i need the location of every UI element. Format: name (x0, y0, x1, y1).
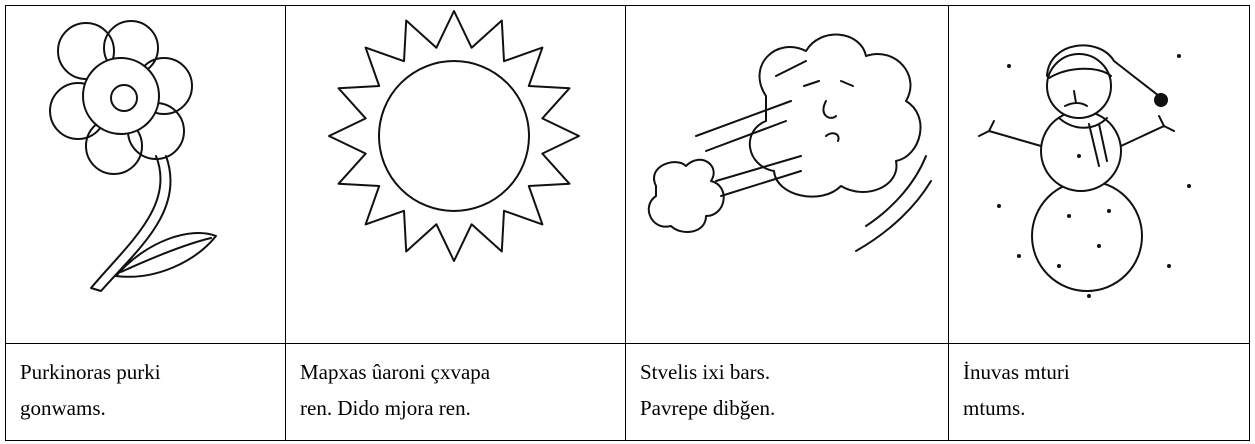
caption-line: Stvelis ixi bars. (640, 360, 771, 384)
caption-cell: Stvelis ixi bars. Pavrepe dibğen. (625, 343, 949, 441)
image-cell (625, 5, 949, 344)
caption-line: ren. Dido mjora ren. (300, 396, 471, 420)
caption-line: Pavrepe dibğen. (640, 396, 776, 420)
image-cell (285, 5, 626, 344)
caption-line: İnuvas mturi (963, 360, 1070, 384)
caption-line: Purkinoras purki (20, 360, 161, 384)
sun-rays (328, 10, 580, 262)
flower-drawing (49, 20, 217, 292)
caption-cell: Mapxas ûaroni çxvapa ren. Dido mjora ren… (285, 343, 626, 441)
wind-drawing (647, 33, 932, 252)
caption-line: mtums. (963, 396, 1026, 420)
snowman-drawing (978, 44, 1191, 298)
caption-line: gonwams. (20, 396, 106, 420)
image-cell (5, 5, 286, 344)
sun-drawing (328, 10, 580, 262)
caption-cell: İnuvas mturi mtums. (948, 343, 1250, 441)
caption-line: Mapxas ûaroni çxvapa (300, 360, 491, 384)
image-cell (948, 5, 1250, 344)
caption-cell: Purkinoras purki gonwams. (5, 343, 286, 441)
